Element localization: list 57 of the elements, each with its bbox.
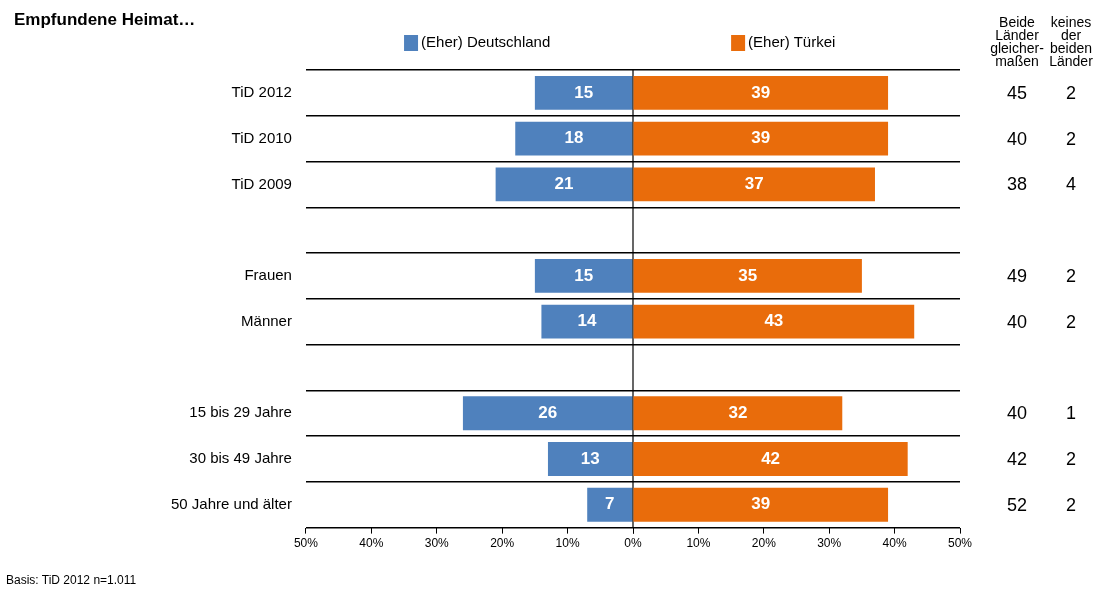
data-label: 39 <box>751 128 771 148</box>
data-label: 21 <box>554 174 574 194</box>
x-tick-label: 20% <box>490 536 515 551</box>
x-tick-label: 10% <box>686 536 711 551</box>
text: 2 <box>1065 264 1077 287</box>
data-label: 32 <box>728 402 748 422</box>
text: 2 <box>1065 127 1077 150</box>
x-tick-label: 0% <box>624 536 642 551</box>
data-label: 39 <box>751 494 771 514</box>
x-tick-label: 50% <box>947 536 973 551</box>
text: keines der beiden Länder <box>1048 14 1094 69</box>
legend-label: (Eher) Deutschland <box>421 33 551 51</box>
data-label: 26 <box>538 402 558 422</box>
y-tick-label: TiD 2012 <box>231 83 292 101</box>
text: 40 <box>1006 127 1028 150</box>
text: 52 <box>1006 493 1028 516</box>
data-label: 43 <box>764 311 784 331</box>
text: 45 <box>1006 81 1028 104</box>
y-tick-label: 15 bis 29 Jahre <box>189 403 292 421</box>
data-label: 42 <box>761 448 781 468</box>
text: 2 <box>1065 493 1077 516</box>
text: 2 <box>1065 81 1077 104</box>
x-tick-label: 30% <box>817 536 842 551</box>
y-tick-label: TiD 2009 <box>231 174 292 192</box>
data-label: 15 <box>574 82 594 102</box>
data-label: 39 <box>751 82 771 102</box>
data-label: 14 <box>577 311 597 331</box>
x-tick-label: 30% <box>424 536 450 551</box>
text: 4 <box>1065 173 1077 196</box>
y-tick-label: 50 Jahre und älter <box>170 494 292 512</box>
text: 40 <box>1006 402 1028 425</box>
y-tick-label: 30 bis 49 Jahre <box>189 449 292 467</box>
x-tick-label: 20% <box>751 536 777 551</box>
x-tick-label: 40% <box>882 536 907 551</box>
legend-label: (Eher) Türkei <box>748 33 836 51</box>
text: 40 <box>1006 310 1028 333</box>
text: 2 <box>1065 447 1077 470</box>
data-label: 35 <box>738 265 758 285</box>
data-label: 18 <box>564 128 584 148</box>
y-tick-label: Männer <box>241 311 292 329</box>
data-label: 37 <box>744 174 764 194</box>
text: Beide Länder gleicher-maßen <box>990 14 1044 69</box>
x-tick-label: 50% <box>293 536 319 551</box>
x-tick-label: 40% <box>359 536 384 551</box>
text: 42 <box>1006 447 1028 470</box>
y-tick-label: Frauen <box>244 266 292 284</box>
text: 1 <box>1065 402 1077 425</box>
text: 2 <box>1065 310 1077 333</box>
text: Empfundene Heimat… <box>14 9 196 29</box>
data-label: 13 <box>580 448 600 468</box>
y-tick-label: TiD 2010 <box>231 128 292 146</box>
text: 49 <box>1006 264 1028 287</box>
data-label: 15 <box>574 265 594 285</box>
text: Basis: TiD 2012 n=1.011 <box>6 573 137 588</box>
data-label: 7 <box>605 494 615 514</box>
text: 38 <box>1006 173 1028 196</box>
x-tick-label: 10% <box>555 536 580 551</box>
